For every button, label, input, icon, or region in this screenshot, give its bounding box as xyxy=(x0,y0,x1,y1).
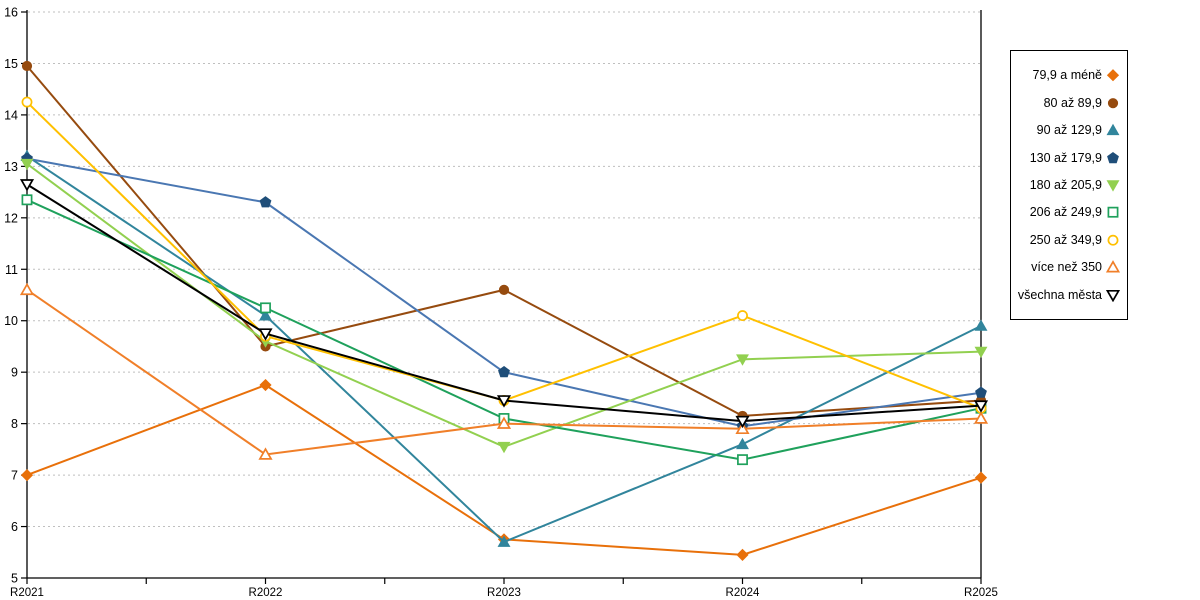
y-tick-label: 14 xyxy=(4,108,18,122)
data-point-marker xyxy=(1106,260,1120,273)
series-8 xyxy=(19,179,989,429)
data-point-marker xyxy=(21,60,33,72)
y-tick-label: 11 xyxy=(5,263,18,277)
legend-label: 90 až 129,9 xyxy=(1036,123,1102,138)
data-point-marker xyxy=(736,354,749,366)
square-open-marker-icon xyxy=(1106,205,1120,219)
triangle-up-marker-icon xyxy=(1106,123,1120,137)
y-tick-label: 13 xyxy=(4,160,18,174)
data-point-marker xyxy=(737,310,748,322)
pentagon-marker-icon xyxy=(1106,151,1120,165)
series-line xyxy=(26,183,982,423)
circle-open-marker-icon xyxy=(1106,233,1120,247)
data-point-marker xyxy=(259,309,272,321)
data-point-marker xyxy=(1107,97,1119,109)
y-tick-label: 16 xyxy=(4,6,18,20)
x-tick-label: R2024 xyxy=(726,587,760,599)
series-6 xyxy=(21,96,987,414)
data-point-marker xyxy=(973,400,989,413)
series-2 xyxy=(20,149,988,547)
triangle-down-marker-icon xyxy=(1106,178,1120,192)
data-point-marker xyxy=(974,346,988,359)
legend-label: 130 až 179,9 xyxy=(1029,150,1102,165)
data-point-marker xyxy=(21,96,33,108)
legend-item-7: více než 350 xyxy=(1015,260,1120,274)
y-tick-label: 6 xyxy=(11,520,18,534)
data-point-marker xyxy=(735,421,750,435)
x-tick-label: R2023 xyxy=(487,587,521,599)
legend-item-4: 180 až 205,9 xyxy=(1015,178,1120,192)
data-point-marker xyxy=(1106,289,1120,302)
legend-item-5: 206 až 249,9 xyxy=(1015,205,1120,219)
y-tick-label: 5 xyxy=(11,572,18,586)
series-line xyxy=(26,155,982,544)
data-point-marker xyxy=(1107,234,1119,246)
diamond-marker-icon xyxy=(1106,68,1120,82)
data-point-marker xyxy=(974,319,988,331)
data-point-marker xyxy=(735,415,750,429)
legend-item-8: všechna města xyxy=(1015,288,1120,302)
data-point-marker xyxy=(1106,69,1120,82)
y-tick-label: 15 xyxy=(4,57,18,71)
x-tick-label: R2025 xyxy=(964,587,998,599)
data-point-marker xyxy=(259,378,272,392)
data-point-marker xyxy=(497,441,511,454)
legend-label: 80 až 89,9 xyxy=(1043,95,1102,110)
triangle-up-open-marker-icon xyxy=(1106,260,1120,274)
data-point-marker xyxy=(974,471,988,484)
y-tick-label: 10 xyxy=(4,314,18,328)
data-point-marker xyxy=(19,282,35,296)
data-point-marker xyxy=(258,328,273,341)
data-point-marker xyxy=(1106,123,1120,136)
series-4 xyxy=(20,158,988,454)
legend-item-2: 90 až 129,9 xyxy=(1015,123,1120,137)
data-point-marker xyxy=(1107,151,1119,163)
data-point-marker xyxy=(20,158,34,171)
data-point-marker xyxy=(498,284,510,295)
x-tick-label: R2022 xyxy=(249,587,283,599)
y-axis-ticks-labels: 5 6 7 8 9 10 11 12 13 14 15 16 xyxy=(4,6,27,586)
data-point-marker xyxy=(21,194,33,206)
data-point-marker xyxy=(496,395,512,408)
data-point-marker xyxy=(497,535,511,547)
data-point-marker xyxy=(19,179,35,192)
data-point-marker xyxy=(496,416,512,429)
data-point-marker xyxy=(736,548,749,561)
data-point-marker xyxy=(737,454,748,466)
triangle-down-open-marker-icon xyxy=(1106,288,1120,302)
circle-marker-icon xyxy=(1106,96,1120,110)
y-tick-label: 9 xyxy=(11,366,18,380)
data-point-marker xyxy=(975,386,987,398)
legend-label: více než 350 xyxy=(1031,260,1102,275)
legend-item-6: 250 až 349,9 xyxy=(1015,233,1120,247)
legend-label: 206 až 249,9 xyxy=(1029,205,1102,220)
data-point-marker xyxy=(20,468,34,482)
data-point-marker xyxy=(498,365,510,378)
legend: 79,9 a méně 80 až 89,9 90 až 129,9 130 a… xyxy=(1010,50,1128,320)
y-tick-label: 12 xyxy=(4,211,18,225)
data-point-marker xyxy=(259,196,272,208)
legend-item-3: 130 až 179,9 xyxy=(1015,151,1120,165)
y-tick-label: 8 xyxy=(11,417,18,431)
legend-item-1: 80 až 89,9 xyxy=(1015,96,1120,110)
legend-label: všechna města xyxy=(1017,287,1102,302)
data-point-marker xyxy=(1107,207,1119,218)
data-point-marker xyxy=(1106,180,1120,192)
series-7 xyxy=(19,282,989,460)
series-line xyxy=(26,101,982,410)
x-tick-label: R2021 xyxy=(10,587,44,599)
legend-label: 180 až 205,9 xyxy=(1029,177,1102,192)
series-line xyxy=(26,65,982,417)
data-point-marker xyxy=(258,447,273,460)
data-point-marker xyxy=(973,411,989,424)
legend-label: 250 až 349,9 xyxy=(1029,232,1102,247)
legend-item-0: 79,9 a méně xyxy=(1015,68,1120,82)
legend-label: 79,9 a méně xyxy=(1032,68,1103,83)
data-point-marker xyxy=(260,302,271,314)
y-tick-label: 7 xyxy=(11,469,18,483)
x-axis-ticks-labels: R2021 R2022 R2023 R2024 R2025 xyxy=(10,578,998,599)
data-point-marker xyxy=(736,437,749,450)
